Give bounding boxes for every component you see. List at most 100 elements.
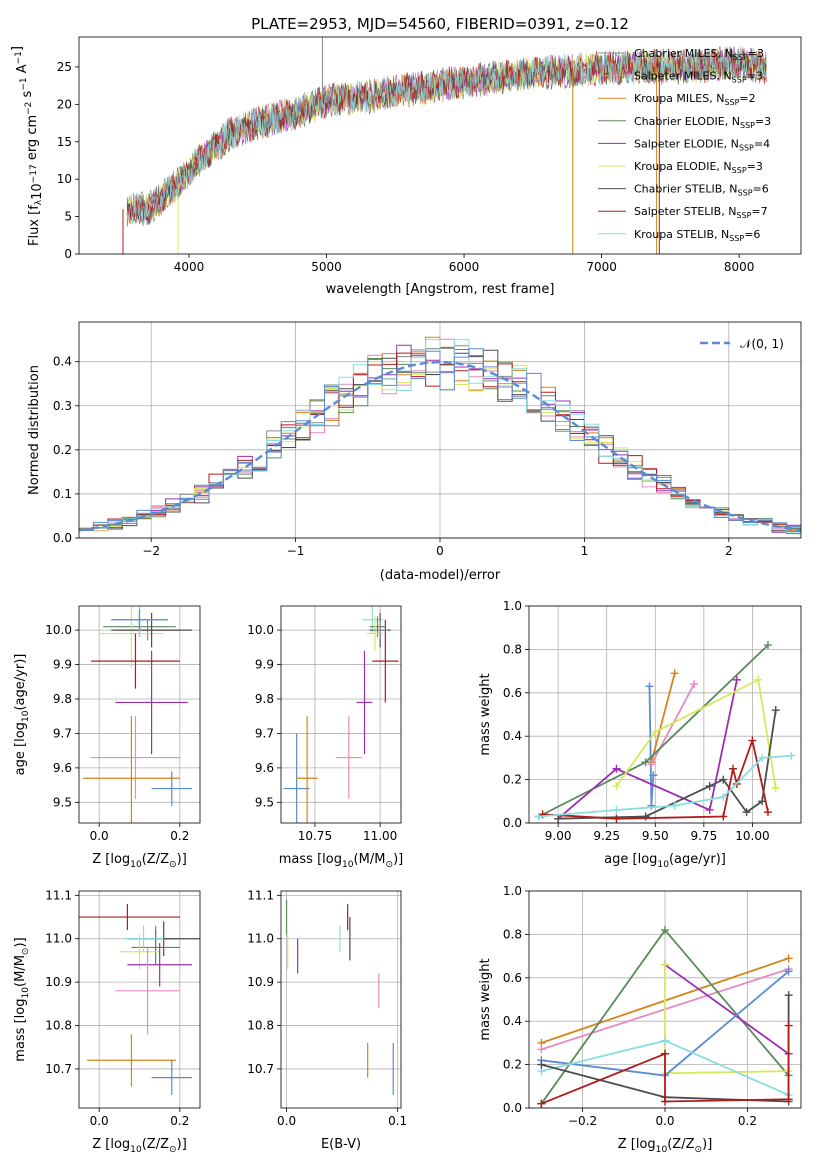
legend-label: Salpeter MILES, NSSP=3 [634, 70, 763, 85]
legend-label: Salpeter ELODIE, NSSP=4 [634, 137, 770, 152]
axes-age-vs-Z: 0.0 0.2 9.5 9.6 9.7 9.8 9.9 10.0 [45, 605, 201, 843]
weight-marker [742, 808, 751, 817]
errorbar-point [111, 612, 192, 648]
x-tick-label: 10.00 [735, 829, 769, 843]
x-tick-label: 4000 [174, 260, 205, 274]
plot-area-spectrum [122, 37, 767, 254]
axes-frame [280, 605, 402, 824]
legend-label: Salpeter STELIB, NSSP=7 [634, 205, 768, 220]
weight-marker [754, 675, 763, 684]
weight-marker [771, 784, 780, 793]
x-axis-label: mass [log10(M/M⊙)] [279, 852, 403, 870]
weight-marker [732, 675, 741, 684]
y-tick-label: 0.0 [503, 1101, 522, 1115]
weight-series [647, 669, 679, 767]
weight-marker [649, 771, 658, 780]
y-tick-label: 9.8 [255, 692, 274, 706]
x-tick-label: 0.1 [388, 1114, 407, 1128]
x-tick-label: 0.0 [90, 1114, 109, 1128]
x-tick-label: 9.50 [642, 829, 669, 843]
x-tick-label: 9.00 [545, 829, 572, 843]
y-tick-label: 11.1 [45, 888, 72, 902]
x-axis-label: Z [log10(Z/Z⊙)] [618, 1137, 713, 1155]
errorbar-point [131, 930, 180, 965]
errorbar-point [283, 733, 310, 823]
y-tick-label: 9.5 [53, 795, 72, 809]
y-tick-label: 10.9 [45, 975, 72, 989]
y-axis-label: Normed distribution [27, 365, 42, 495]
weight-line [538, 644, 769, 818]
y-tick-label: 0 [64, 247, 72, 261]
y-axis-label: mass [log10(M/M⊙)] [13, 937, 31, 1061]
y-tick-label: 9.7 [255, 726, 274, 740]
weight-marker [771, 706, 780, 715]
y-axis-label: Flux [fλ10−17 erg cm−2 s−1 A−1] [10, 46, 45, 246]
weight-marker [763, 808, 772, 817]
y-tick-label: 11.0 [247, 932, 274, 946]
weight-marker [787, 751, 796, 760]
weight-marker [670, 669, 679, 678]
x-tick-label: 0.2 [170, 829, 189, 843]
x-tick-label: 0.0 [90, 829, 109, 843]
errorbar-point [91, 633, 180, 689]
axes-frame [78, 890, 201, 1109]
y-tick-label: 0.4 [503, 1014, 522, 1028]
weight-marker [661, 1036, 669, 1045]
y-tick-label: 9.6 [53, 761, 72, 775]
weight-marker [690, 680, 699, 689]
weight-marker [661, 960, 669, 969]
weight-series [537, 1021, 793, 1108]
y-tick-label: 0.1 [53, 487, 72, 501]
y-tick-label: 0.4 [503, 729, 522, 743]
weight-marker [651, 727, 660, 736]
spectrum-line [126, 45, 767, 226]
weight-marker [537, 1060, 546, 1069]
y-tick-label: 1.0 [503, 599, 522, 613]
weight-marker [612, 814, 621, 823]
errorbar-point [123, 925, 164, 952]
errorbar-point [372, 619, 388, 641]
weight-marker [705, 782, 714, 791]
weight-marker [719, 792, 728, 801]
x-tick-label: 2 [725, 544, 733, 558]
weight-line [664, 964, 790, 1055]
weight-marker [784, 954, 793, 963]
weight-marker [719, 812, 728, 821]
legend-label: Chabrier ELODIE, NSSP=3 [634, 115, 771, 130]
weight-line [650, 683, 695, 765]
weight-marker [534, 812, 543, 821]
errorbar-point [296, 716, 318, 823]
axes-mass-vs-EBV: 0.0 0.1 10.7 10.8 10.9 11.0 11.1 [247, 888, 407, 1128]
plot-area-mass-vs-EBV [285, 899, 394, 1095]
x-tick-label: 7000 [586, 260, 617, 274]
chart-title: PLATE=2953, MJD=54560, FIBERID=0391, z=0… [251, 15, 629, 33]
weight-marker [537, 1099, 546, 1108]
errorbar-point [99, 606, 164, 668]
errorbar-point [115, 947, 180, 1035]
y-tick-label: 9.6 [255, 761, 274, 775]
weight-marker [641, 758, 650, 767]
x-tick-label: 0 [436, 544, 444, 558]
y-tick-label: 15 [57, 135, 72, 149]
y-tick-label: 10.9 [247, 975, 274, 989]
x-tick-label: 0.0 [655, 1114, 674, 1128]
errorbar-point [91, 716, 180, 799]
x-axis-label: age [log10(age/yr)] [604, 852, 726, 870]
errorbar-point [335, 716, 362, 799]
axes-weight-vs-Z: −0.2 0.0 0.2 0.0 0.2 0.4 0.6 0.8 1.0 [503, 884, 802, 1128]
axes-spectrum: 4000 5000 6000 7000 8000 0 5 10 15 20 25 [57, 36, 802, 274]
y-tick-label: 10.0 [45, 623, 72, 637]
axes-age-vs-mass: 10.75 11.00 9.5 9.6 9.7 9.8 9.9 10.0 [247, 605, 402, 843]
spectrum-legend: Chabrier MILES, NSSP=3 Salpeter MILES, NS… [598, 47, 771, 243]
y-tick-label: 0.2 [53, 443, 72, 457]
weight-line [615, 678, 777, 789]
weight-series [534, 641, 772, 821]
histogram-step [79, 348, 801, 531]
weight-line [650, 673, 676, 763]
weight-marker [537, 1045, 546, 1054]
axes-frame [528, 605, 802, 824]
plot-area-weight-vs-age [534, 641, 796, 823]
y-tick-label: 0.6 [503, 686, 522, 700]
weight-marker [641, 812, 650, 821]
